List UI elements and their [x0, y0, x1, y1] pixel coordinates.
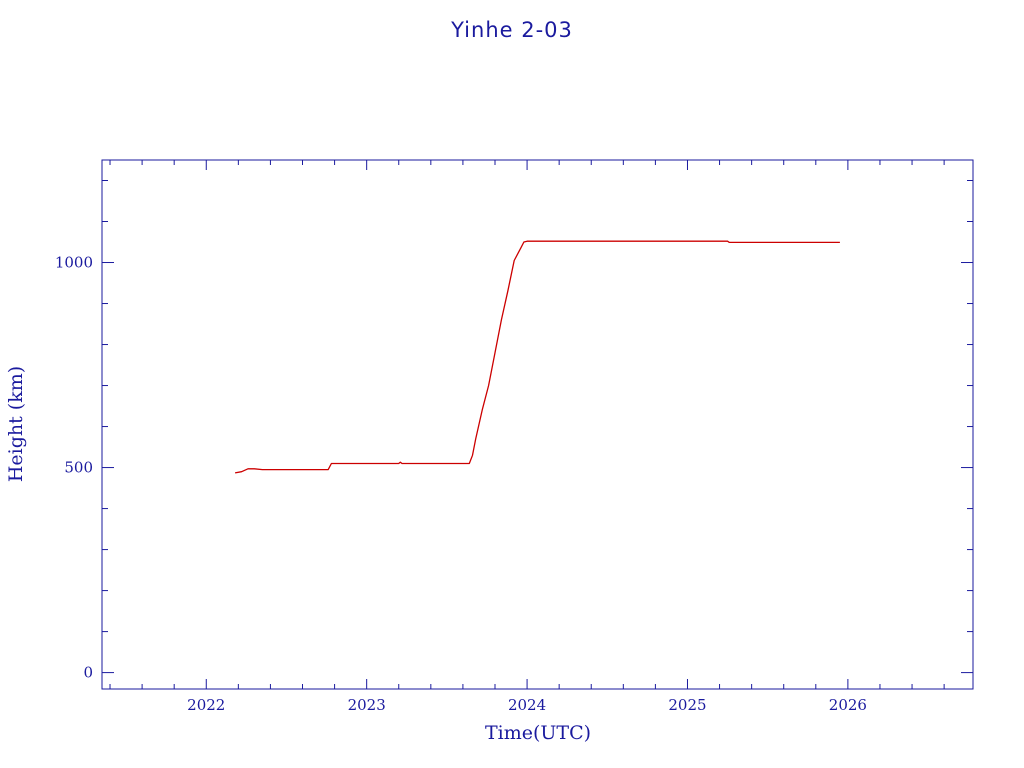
- x-tick-label: 2024: [508, 696, 546, 714]
- x-tick-label: 2026: [829, 696, 867, 714]
- chart-title: Yinhe 2-03: [450, 18, 573, 42]
- y-tick-label: 500: [64, 459, 93, 477]
- y-axis-label: Height (km): [5, 366, 27, 482]
- x-axis-tick-labels: 2022 2023 2024 2025 2026: [187, 696, 867, 714]
- x-tick-label: 2022: [187, 696, 225, 714]
- y-axis-tick-labels: 0 500 1000: [55, 254, 93, 682]
- plot-frame: [101, 159, 974, 690]
- y-tick-label: 1000: [55, 254, 93, 272]
- x-axis-label: Time(UTC): [485, 722, 591, 744]
- x-tick-label: 2025: [668, 696, 706, 714]
- x-tick-label: 2023: [348, 696, 386, 714]
- height-series-line: [234, 240, 840, 474]
- y-axis-ticks: [102, 180, 973, 674]
- y-tick-label: 0: [83, 664, 93, 682]
- x-axis-ticks: [109, 160, 945, 689]
